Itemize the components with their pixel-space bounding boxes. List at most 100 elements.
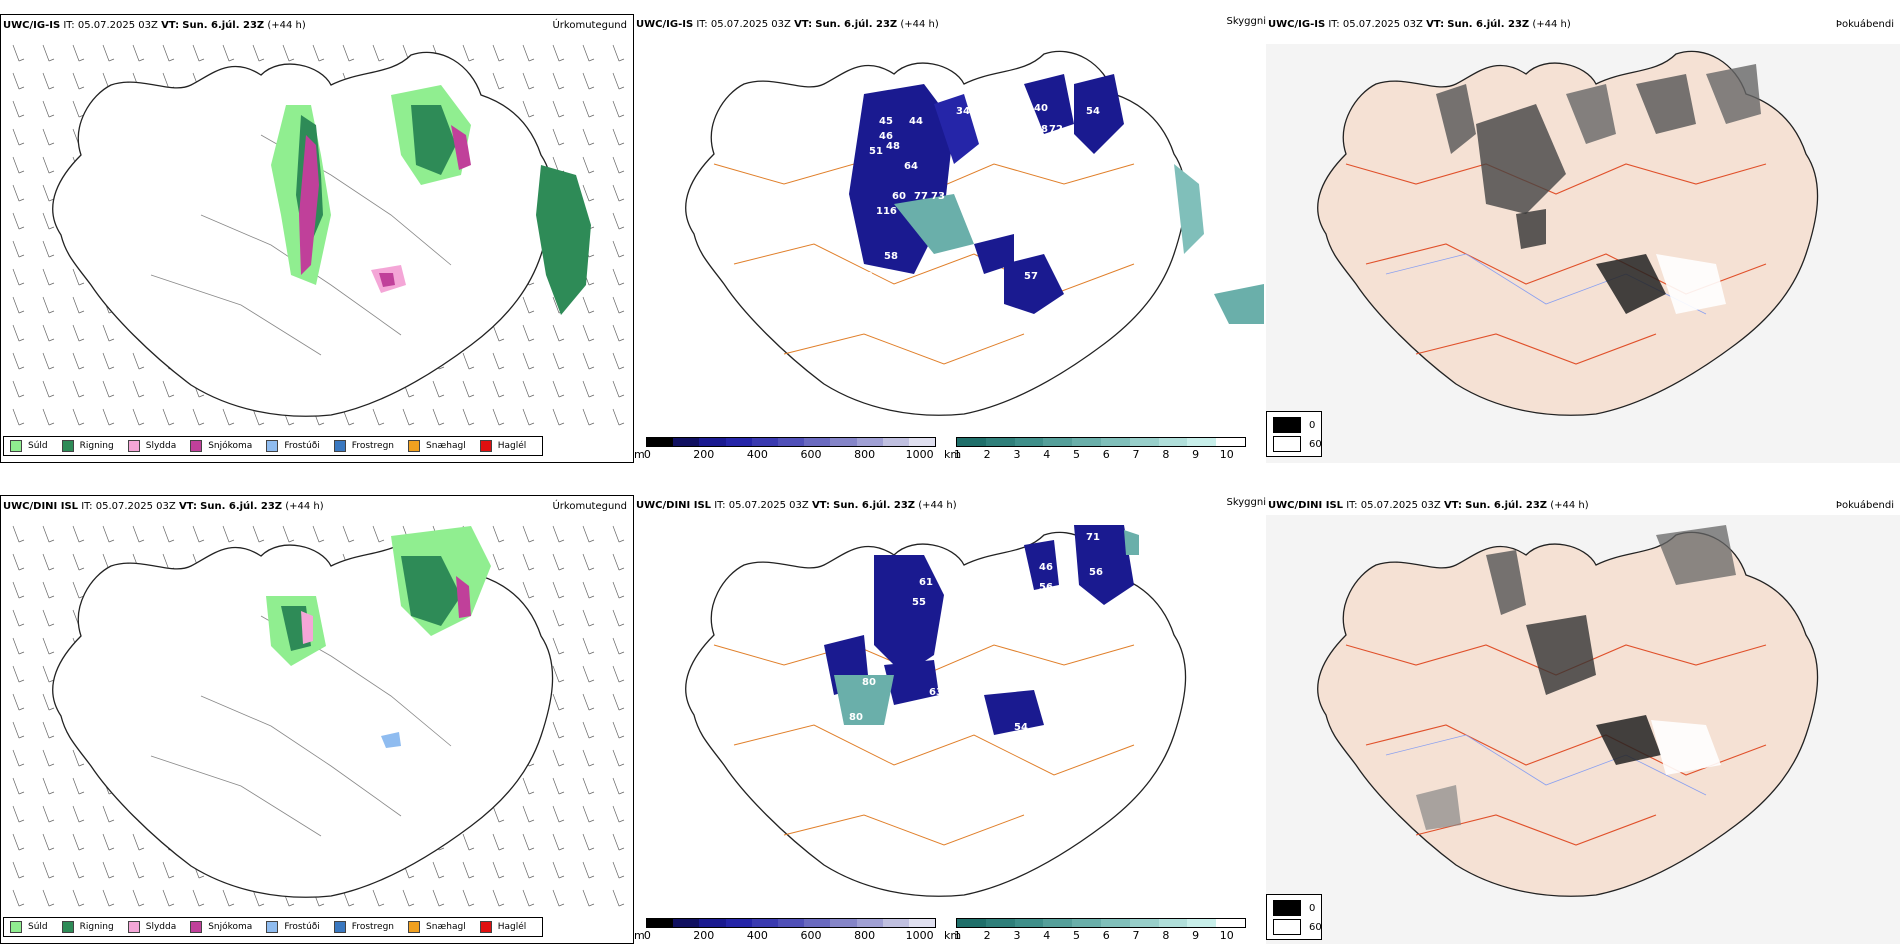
wind-barb — [552, 352, 565, 370]
wind-barb — [12, 128, 25, 146]
wind-barb — [612, 581, 625, 599]
legend-swatch — [190, 440, 203, 452]
colorbar-segment — [1187, 919, 1217, 927]
wind-barb — [582, 721, 595, 739]
wind-barb — [252, 44, 265, 62]
colorbar-segment — [1158, 919, 1188, 927]
wind-barb — [582, 609, 595, 627]
wind-barb — [612, 72, 625, 90]
wind-barb — [582, 184, 595, 202]
wind-barb — [12, 184, 25, 202]
colorbar-segment — [1100, 919, 1130, 927]
wind-barb — [342, 44, 355, 62]
legend-swatch — [10, 921, 22, 933]
colorbar-tick: 6 — [1102, 929, 1110, 942]
fog-panel-bottom: UWC/DINI ISL IT: 05.07.2025 03Z VT: Sun.… — [1266, 495, 1900, 944]
wind-barb — [552, 100, 565, 118]
wind-barb — [72, 408, 85, 426]
wind-barb — [612, 380, 625, 398]
wind-barb — [552, 637, 565, 655]
wind-barb — [42, 553, 55, 571]
colorbar-segment — [699, 438, 726, 446]
wind-barb — [12, 833, 25, 851]
wind-barb — [582, 553, 595, 571]
legend-item: Súld — [10, 440, 48, 452]
wind-barb — [102, 408, 115, 426]
wind-barb — [102, 380, 115, 398]
colorbar-segment — [882, 438, 909, 446]
wind-barb — [552, 833, 565, 851]
wind-barb — [432, 408, 445, 426]
wind-barb — [132, 352, 145, 370]
colorbar-segment — [647, 919, 674, 927]
cloud-base-unit: m — [634, 929, 645, 942]
wind-barb — [342, 525, 355, 543]
wind-barb — [582, 324, 595, 342]
legend-swatch — [333, 921, 346, 933]
colorbar-segment — [1014, 919, 1044, 927]
wind-barb — [462, 861, 475, 879]
wind-barb — [552, 324, 565, 342]
legend-item: Frostregn — [333, 921, 394, 933]
cloud-base-label: 77 — [914, 191, 928, 202]
wind-barb — [612, 212, 625, 230]
wind-barb — [372, 525, 385, 543]
wind-barb — [42, 72, 55, 90]
wind-barb — [192, 889, 205, 907]
precip-map-top — [12, 44, 625, 426]
colorbar-tick: 1 — [953, 929, 961, 942]
colorbar-segment — [1100, 438, 1130, 446]
precip-title: Úrkomutegund — [552, 20, 627, 31]
visibility-unit: km — [944, 448, 962, 461]
fog-legend-item: 60 — [1273, 919, 1322, 935]
wind-barb — [612, 889, 625, 907]
wind-barb — [12, 805, 25, 823]
wind-barb — [582, 805, 595, 823]
cloud-base-label: 58 — [1034, 124, 1048, 135]
wind-barb — [42, 100, 55, 118]
visibility-bar — [956, 437, 1246, 447]
cloud-base-label: 40 — [1034, 103, 1048, 114]
wind-barb — [552, 609, 565, 627]
wind-barb — [492, 833, 505, 851]
legend-swatch — [333, 440, 346, 452]
wind-barb — [582, 380, 595, 398]
legend-item: Slydda — [127, 440, 176, 452]
wind-barb — [492, 352, 505, 370]
wind-barb — [12, 268, 25, 286]
legend-swatch — [479, 440, 492, 452]
wind-barb — [282, 44, 295, 62]
wind-barb — [582, 693, 595, 711]
cloud-base-panel-top: 45 44 34 40 54 51 46 48 58 72 64 60 77 73 116 58 59 57 83 3… — [634, 14, 1266, 463]
wind-barb — [612, 525, 625, 543]
colorbar-tick: 0 — [643, 929, 651, 942]
cloud-base-label: 56 — [1039, 582, 1053, 593]
wind-barb — [612, 44, 625, 62]
wind-barb — [492, 889, 505, 907]
wind-barb — [612, 721, 625, 739]
cloud-base-label: 57 — [1024, 271, 1038, 282]
wind-barb — [552, 777, 565, 795]
wind-barb — [522, 889, 535, 907]
wind-barb — [582, 44, 595, 62]
wind-barb — [102, 324, 115, 342]
fog-swatch — [1273, 900, 1301, 916]
colorbar-tick: 200 — [693, 448, 715, 461]
wind-barb — [12, 240, 25, 258]
wind-barb — [72, 777, 85, 795]
fog-map-top — [1266, 44, 1900, 463]
wind-barb — [132, 889, 145, 907]
cloud-base-label: 48 — [886, 141, 900, 152]
colorbar-tick: 3 — [1013, 448, 1021, 461]
visibility-title: Skyggni — [1226, 497, 1266, 508]
colorbar-segment — [673, 919, 700, 927]
wind-barb — [552, 553, 565, 571]
wind-barb — [612, 324, 625, 342]
wind-barb — [12, 861, 25, 879]
fog-legend-item: 0 — [1273, 417, 1315, 433]
colorbar-segment — [908, 438, 936, 446]
wind-barb — [12, 749, 25, 767]
wind-barb — [582, 72, 595, 90]
wind-barb — [42, 693, 55, 711]
